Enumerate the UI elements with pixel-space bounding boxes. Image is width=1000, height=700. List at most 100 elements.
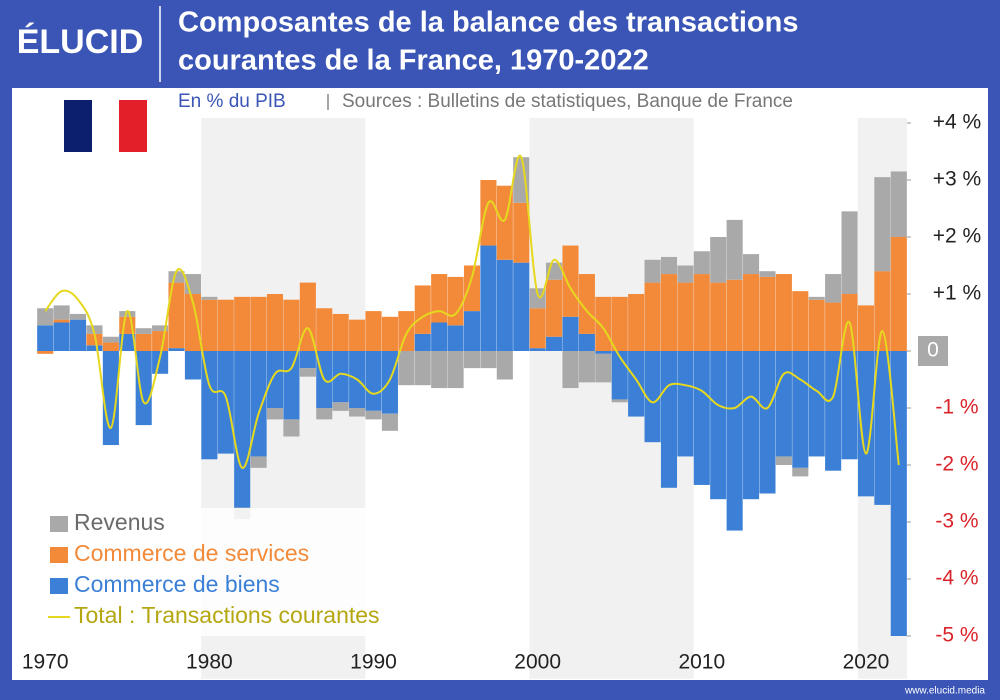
bar xyxy=(234,296,251,351)
bar xyxy=(693,251,710,275)
bar xyxy=(857,305,875,351)
bar xyxy=(217,299,234,351)
zero-label-box xyxy=(918,336,948,366)
bar xyxy=(119,311,136,317)
bar xyxy=(414,351,431,386)
flag-blue xyxy=(64,100,92,152)
bar xyxy=(447,325,464,351)
bar xyxy=(135,328,152,334)
bar xyxy=(808,351,825,457)
bar xyxy=(398,351,415,386)
bar xyxy=(743,351,760,500)
bar xyxy=(759,276,776,351)
bar xyxy=(529,288,546,309)
y-tick-label: -1 % xyxy=(935,396,978,419)
bar xyxy=(562,351,579,389)
bar xyxy=(628,294,645,351)
bar xyxy=(496,351,513,380)
bar xyxy=(808,299,825,351)
bar xyxy=(447,276,464,326)
bar xyxy=(693,351,710,485)
bar xyxy=(69,313,87,320)
bar xyxy=(201,351,218,460)
y-tick-label: +4 % xyxy=(933,111,981,134)
legend-label: Total : Transactions courantes xyxy=(74,602,380,628)
footer: www.elucid.media xyxy=(904,686,985,697)
bar xyxy=(266,408,284,420)
bar xyxy=(710,351,727,500)
bar xyxy=(168,282,185,349)
bar xyxy=(283,419,300,437)
bar xyxy=(841,351,858,460)
bar xyxy=(496,259,513,351)
bar xyxy=(349,319,366,351)
bar xyxy=(759,271,776,277)
bar xyxy=(37,308,54,326)
bar xyxy=(529,308,546,349)
bar xyxy=(595,351,612,354)
legend-box xyxy=(42,508,460,636)
y-tick-label: -5 % xyxy=(935,624,978,647)
bar xyxy=(37,351,54,354)
bar xyxy=(480,351,497,369)
bar xyxy=(874,177,891,272)
bar xyxy=(578,351,595,383)
bar xyxy=(595,296,612,351)
bar xyxy=(266,351,284,408)
bar xyxy=(710,282,727,351)
bar xyxy=(135,333,152,351)
bar xyxy=(349,408,366,417)
x-tick-label: 1970 xyxy=(22,651,69,674)
bar xyxy=(660,351,678,488)
y-tick-label: -4 % xyxy=(935,567,978,590)
y-tick-label: +2 % xyxy=(933,225,981,248)
total-line xyxy=(44,154,900,469)
bar xyxy=(414,333,431,351)
bar xyxy=(611,296,628,351)
bar xyxy=(677,351,694,457)
x-tick-label: 2000 xyxy=(514,651,561,674)
bar xyxy=(775,274,792,351)
bar xyxy=(250,456,267,468)
bar xyxy=(775,351,792,457)
bar xyxy=(168,348,185,351)
bar xyxy=(398,311,415,351)
bar xyxy=(480,245,497,351)
y-tick-label: 0 xyxy=(927,339,939,362)
bar xyxy=(102,336,119,343)
legend-swatch xyxy=(50,547,68,563)
bar xyxy=(332,402,349,411)
bar xyxy=(644,351,661,443)
bar xyxy=(365,410,382,420)
bar xyxy=(283,299,300,351)
bar xyxy=(693,274,710,351)
bar xyxy=(890,237,907,351)
bar xyxy=(874,271,891,351)
bar xyxy=(184,294,201,351)
bar xyxy=(513,157,530,203)
x-tick-label: 1980 xyxy=(186,651,233,674)
bar xyxy=(759,351,776,494)
bar xyxy=(546,336,563,351)
bar xyxy=(841,211,858,294)
bar xyxy=(513,262,530,351)
bar xyxy=(792,467,809,477)
flag xyxy=(64,100,147,152)
bar xyxy=(463,311,481,351)
bar xyxy=(644,282,661,351)
bar xyxy=(825,274,842,303)
bar xyxy=(234,351,251,508)
bar xyxy=(217,351,234,454)
bar xyxy=(562,316,579,351)
bar xyxy=(152,325,169,332)
bar xyxy=(152,331,169,351)
bar xyxy=(431,351,448,389)
x-tick-label: 2020 xyxy=(843,651,890,674)
bar xyxy=(201,299,218,351)
bar xyxy=(890,351,907,636)
bar xyxy=(53,319,70,323)
bar xyxy=(644,259,661,283)
bar xyxy=(316,308,333,351)
bar xyxy=(874,351,891,505)
